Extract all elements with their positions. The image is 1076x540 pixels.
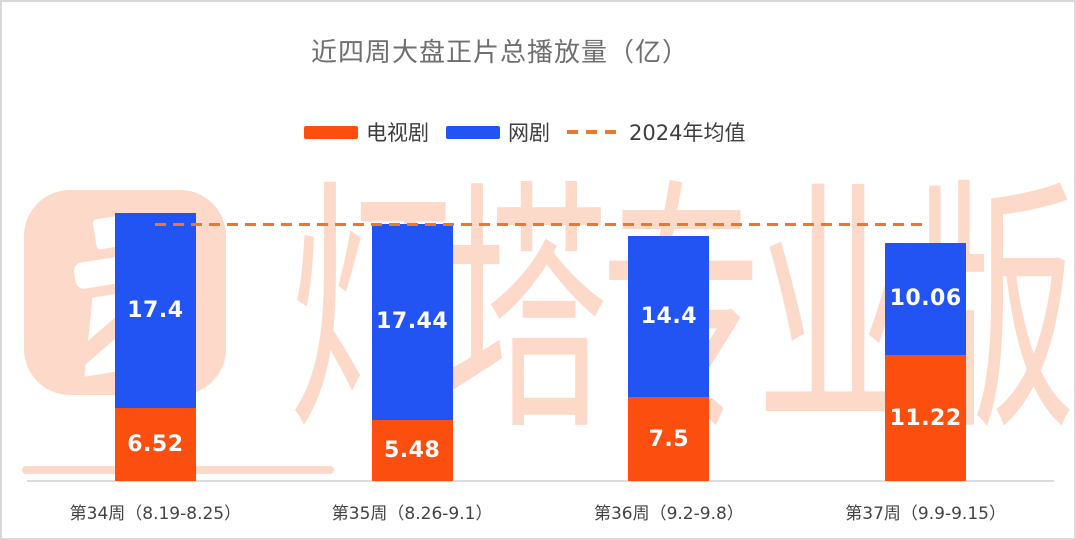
bar-segment-tv-drama[interactable]: 6.52 (114, 407, 196, 481)
bar-segment-tv-drama[interactable]: 5.48 (371, 419, 453, 481)
legend-item-tv-drama[interactable]: 电视剧 (304, 117, 429, 147)
legend-label: 网剧 (508, 121, 550, 145)
x-axis-label: 第35周（8.26-9.1） (331, 504, 493, 524)
x-axis-label: 第36周（9.2-9.8） (593, 504, 744, 524)
legend-label: 2024年均值 (629, 121, 746, 145)
legend-label: 电视剧 (366, 121, 429, 145)
value-label: 6.52 (127, 431, 184, 457)
value-label: 5.48 (383, 437, 441, 463)
dashed-line-swatch-icon (567, 130, 621, 134)
chart-title: 近四周大盘正片总播放量（亿） (310, 38, 690, 68)
average-dashed-line (155, 223, 926, 227)
bar-segment-web-drama[interactable]: 10.06 (885, 242, 967, 356)
legend-item-2024-average[interactable]: 2024年均值 (567, 117, 745, 147)
bar-segment-web-drama[interactable]: 17.4 (114, 213, 196, 408)
x-axis-line (27, 480, 1054, 482)
value-label: 11.22 (889, 405, 962, 431)
bar-segment-tv-drama[interactable]: 11.22 (885, 355, 967, 481)
legend: 电视剧 网剧 2024年均值 (304, 117, 745, 147)
value-label: 17.44 (376, 309, 449, 335)
value-label: 17.4 (127, 298, 184, 324)
color-swatch-icon (446, 125, 500, 139)
color-swatch-icon (304, 125, 358, 139)
value-label: 10.06 (889, 286, 962, 312)
x-axis-label: 第37周（9.9-9.15） (845, 504, 1006, 524)
bar-segment-tv-drama[interactable]: 7.5 (628, 397, 710, 481)
x-axis-label: 第34周（8.19-8.25） (69, 504, 242, 524)
value-label: 7.5 (648, 426, 690, 452)
value-label: 14.4 (640, 303, 698, 329)
bar-segment-web-drama[interactable]: 17.44 (371, 224, 453, 420)
bar-segment-web-drama[interactable]: 14.4 (628, 235, 710, 397)
legend-item-web-drama[interactable]: 网剧 (446, 117, 550, 147)
